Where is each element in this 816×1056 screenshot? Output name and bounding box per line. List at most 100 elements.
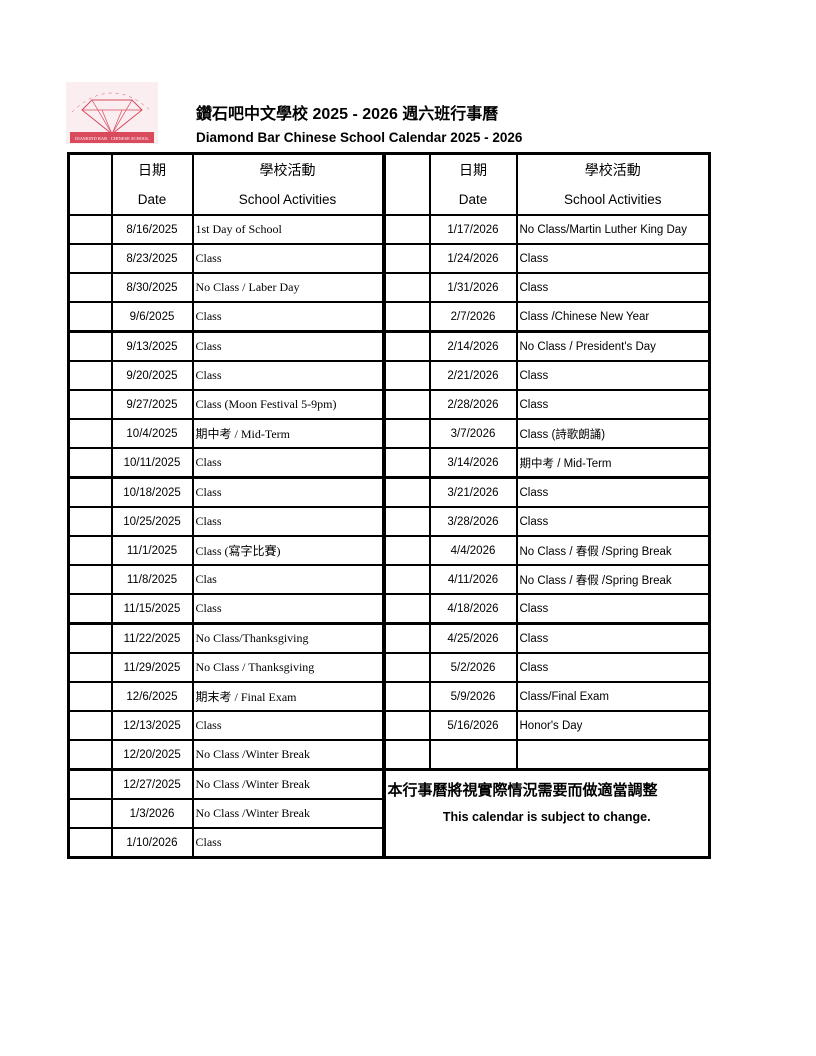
activity-cell: No Class /Winter Break — [191, 739, 386, 771]
table-row: 11/8/2025 Clas 4/11/2026 No Class / 春假 /Spr… — [67, 564, 711, 595]
table-row: 9/20/2025 Class 2/21/2026 Class — [67, 360, 711, 391]
blank-cell — [382, 593, 431, 625]
blank-cell — [67, 710, 113, 741]
activity-cell: 1st Day of School — [191, 214, 386, 245]
table-row: 12/13/2025 Class 5/16/2026 Honor's Day — [67, 710, 711, 741]
date-cell: 2/7/2026 — [428, 301, 518, 333]
date-cell: 5/9/2026 — [428, 681, 518, 712]
blank-cell — [382, 243, 431, 274]
title-english: Diamond Bar Chinese School Calendar 2025… — [196, 130, 523, 145]
date-cell: 9/13/2025 — [110, 330, 194, 362]
date-cell: 1/31/2026 — [428, 272, 518, 303]
blank-cell — [67, 418, 113, 449]
date-cell — [428, 739, 518, 771]
note-chinese: 本行事曆將視實際情況需要而做適當調整 — [387, 782, 658, 799]
activity-cell: Class — [515, 272, 711, 303]
activity-cell: Class — [191, 330, 386, 362]
note-english: This calendar is subject to change. — [442, 810, 651, 824]
blank-cell — [382, 447, 431, 479]
activity-cell: No Class / 春假 /Spring Break — [515, 564, 711, 595]
date-cell: 1/10/2026 — [110, 827, 194, 859]
date-cell: 12/13/2025 — [110, 710, 194, 741]
activity-cell: Class — [191, 710, 386, 741]
table-row: 1/10/2026 Class — [67, 827, 710, 859]
activity-cell: Class — [515, 652, 711, 683]
blank-cell — [67, 593, 113, 625]
blank-cell — [67, 535, 113, 566]
table-row: 11/1/2025 Class (寫字比賽) 4/4/2026 No Class / … — [67, 535, 711, 566]
date-cell: 8/30/2025 — [110, 272, 194, 303]
table-row: 8/30/2025 No Class / Laber Day 1/31/2026 Cl… — [67, 272, 711, 303]
activity-cell: No Class/Martin Luther King Day — [515, 214, 711, 245]
blank-cell — [382, 681, 431, 712]
blank-cell — [67, 301, 113, 333]
activity-cell: Class/Final Exam — [515, 681, 711, 712]
table-row: 9/6/2025 Class 2/7/2026 Class /Chinese New … — [67, 301, 711, 333]
activity-cell: No Class / 春假 /Spring Break — [515, 535, 711, 566]
activity-cell: Class — [515, 593, 711, 625]
activity-cell: 期中考 / Mid-Term — [191, 418, 386, 449]
activity-cell: Class — [191, 243, 386, 274]
date-cell: 8/16/2025 — [110, 214, 194, 245]
date-cell: 4/11/2026 — [428, 564, 518, 595]
activity-header-en: School Activities — [191, 185, 386, 216]
blank-cell — [67, 360, 113, 391]
activity-cell: 期末考 / Final Exam — [191, 681, 386, 712]
date-cell: 10/4/2025 — [110, 418, 194, 449]
activity-cell: Class — [515, 389, 711, 420]
date-cell: 3/28/2026 — [428, 506, 518, 537]
table-row: 11/29/2025 No Class / Thanksgiving 5/2/202… — [67, 652, 711, 683]
activity-cell: No Class /Winter Break — [191, 768, 386, 800]
blank-cell — [67, 681, 113, 712]
date-header-zh: 日期 — [428, 152, 518, 185]
activity-cell: Class — [515, 506, 711, 537]
blank-cell — [67, 447, 113, 479]
activity-header-en: School Activities — [515, 185, 711, 216]
table-row: 9/27/2025 Class (Moon Festival 5-9pm) 2/28… — [67, 389, 711, 420]
blank-cell — [67, 827, 113, 859]
activity-cell: Class /Chinese New Year — [515, 301, 711, 333]
blank-cell — [382, 330, 431, 362]
header-row-en: Date School Activities Date School Activ… — [69, 185, 711, 216]
activity-cell: Class (詩歌朗誦) — [515, 418, 711, 449]
activity-header-zh: 學校活動 — [515, 152, 711, 185]
date-cell: 3/7/2026 — [428, 418, 518, 449]
date-cell: 12/20/2025 — [110, 739, 194, 771]
table-row: 12/27/2025 No Class /Winter Break 本行事曆將視實際… — [67, 768, 711, 859]
blank-cell — [67, 652, 113, 683]
activity-cell: Class — [191, 593, 386, 625]
date-cell: 9/27/2025 — [110, 389, 194, 420]
date-cell: 11/8/2025 — [110, 564, 194, 595]
blank-cell — [67, 243, 113, 274]
blank-cell — [382, 652, 431, 683]
activity-cell: Class — [191, 301, 386, 333]
activity-cell: Class — [191, 447, 386, 479]
date-cell: 10/25/2025 — [110, 506, 194, 537]
table-row: 8/16/2025 1st Day of School 1/17/2026 No Cl… — [67, 214, 711, 245]
date-cell: 4/25/2026 — [428, 622, 518, 654]
blank-cell — [382, 301, 431, 333]
activity-cell: Class — [191, 476, 386, 508]
table-row: 10/4/2025 期中考 / Mid-Term 3/7/2026 Class (詩歌… — [67, 418, 711, 449]
activity-cell: Class — [515, 360, 711, 391]
blank-cell — [67, 214, 113, 245]
date-cell: 3/14/2026 — [428, 447, 518, 479]
title-chinese: 鑽石吧中文學校 2025 - 2026 週六班行事曆 — [196, 106, 499, 123]
blank-cell — [67, 330, 113, 362]
blank-cell — [67, 768, 113, 800]
blank-cell — [67, 506, 113, 537]
blank-cell — [382, 272, 431, 303]
date-cell: 9/20/2025 — [110, 360, 194, 391]
table-row: 11/22/2025 No Class/Thanksgiving 4/25/2026… — [67, 622, 711, 654]
activity-cell: Class (Moon Festival 5-9pm) — [191, 389, 386, 420]
activity-cell: Class — [191, 506, 386, 537]
blank-cell — [382, 418, 431, 449]
calendar-table: 日期 學校活動 日期 學校活動 Date School Activities D… — [67, 152, 711, 859]
blank-cell — [67, 389, 113, 420]
blank-cell — [67, 622, 113, 654]
activity-cell: 期中考 / Mid-Term — [515, 447, 711, 479]
activity-cell: No Class / Laber Day — [191, 272, 386, 303]
note-cell: 本行事曆將視實際情況需要而做適當調整 This calendar is subje… — [382, 768, 711, 859]
blank-cell — [67, 476, 113, 508]
date-cell: 9/6/2025 — [110, 301, 194, 333]
